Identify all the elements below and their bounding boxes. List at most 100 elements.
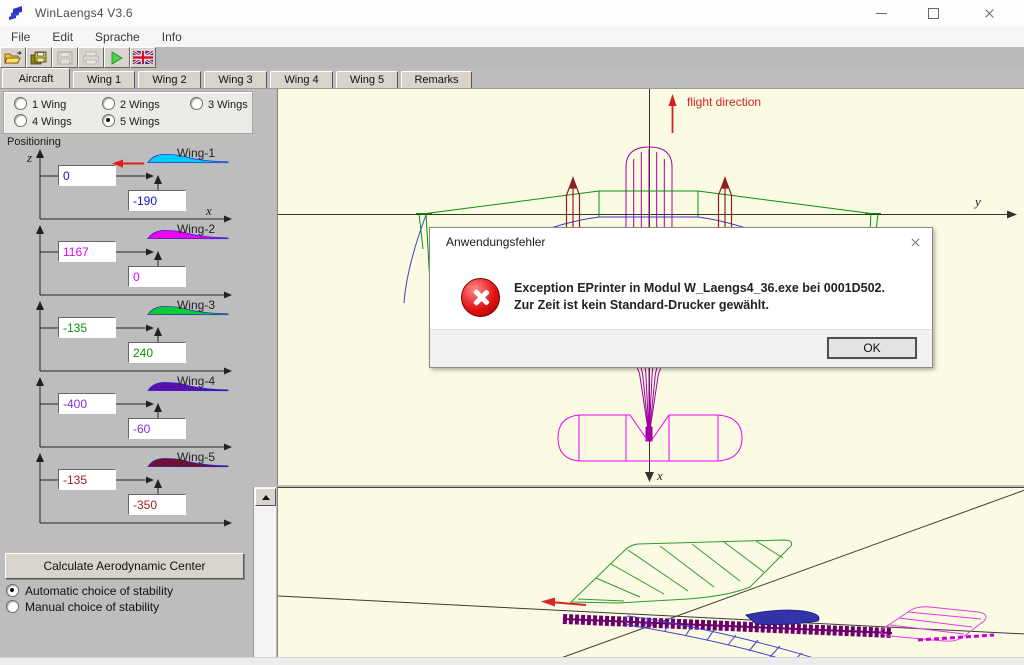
radio-3-wings[interactable]: 3 Wings (190, 97, 248, 111)
wing-5-x-input[interactable] (128, 494, 186, 515)
iso-wing-blue (624, 615, 816, 658)
iso-wing-green (569, 539, 793, 604)
maximize-icon (927, 7, 939, 19)
wing-profile (147, 382, 229, 392)
print-button (78, 47, 104, 68)
wing-label: Wing-1 (176, 146, 215, 160)
tab-wing-2[interactable]: Wing 2 (138, 71, 201, 88)
wing-label: Wing-2 (176, 222, 215, 236)
run-button[interactable] (104, 47, 130, 68)
wing-label: Wing-3 (176, 298, 215, 312)
wing-5-positioning-row: Wing-5 (10, 450, 260, 527)
close-button[interactable] (966, 0, 1012, 26)
wing-profile (147, 306, 229, 316)
radio-icon (14, 97, 27, 110)
radio-5-wings[interactable]: 5 Wings (102, 114, 160, 128)
language-button[interactable] (130, 47, 156, 68)
iso-wing-navy-tip (744, 609, 820, 626)
wing-label: Wing-5 (176, 450, 215, 464)
wing-profile (147, 154, 229, 164)
radio-icon (102, 97, 115, 110)
tab-wing-3[interactable]: Wing 3 (204, 71, 267, 88)
radio-automatic-stability[interactable]: Automatic choice of stability (6, 584, 173, 598)
save-all-icon (30, 51, 47, 64)
radio-icon (190, 97, 203, 110)
radio-selected-icon (6, 584, 19, 597)
radio-1-wing[interactable]: 1 Wing (14, 97, 66, 111)
calculate-aerodynamic-center-button[interactable]: Calculate Aerodynamic Center (5, 553, 244, 579)
ok-button[interactable]: OK (827, 337, 917, 359)
wing-1-z-input[interactable] (58, 165, 116, 186)
tab-wing-4[interactable]: Wing 4 (270, 71, 333, 88)
dialog-footer: OK (430, 329, 932, 367)
iso-wing-purple (562, 614, 893, 638)
menu-sprache[interactable]: Sprache (95, 29, 140, 44)
wing-3-z-input[interactable] (58, 317, 116, 338)
error-dialog: Anwendungsfehler Exception EPrinter in M… (429, 227, 933, 368)
close-icon (910, 237, 920, 247)
tab-remarks[interactable]: Remarks (401, 71, 472, 88)
radio-selected-icon (102, 114, 115, 127)
minimize-button[interactable] (858, 0, 904, 26)
vertical-scrollbar[interactable] (253, 487, 276, 657)
wing-1-positioning-row: z x Wing-1 (10, 146, 260, 223)
menu-file[interactable]: File (11, 29, 31, 44)
tab-wing-5[interactable]: Wing 5 (336, 71, 398, 88)
close-icon (984, 8, 995, 19)
maximize-button[interactable] (910, 0, 956, 26)
wing-3-x-input[interactable] (128, 342, 186, 363)
flight-direction-label: flight direction (687, 95, 761, 109)
menu-edit[interactable]: Edit (52, 29, 74, 44)
wing-1-x-input[interactable] (128, 190, 186, 211)
wing-2-x-input[interactable] (128, 266, 186, 287)
open-folder-icon (4, 50, 22, 63)
window-bottom-strip (0, 657, 1024, 665)
iso-axes (278, 489, 1024, 658)
menu-bar: File Edit Sprache Info (0, 26, 1024, 47)
wing-2-z-input[interactable] (58, 241, 116, 262)
dialog-message-line2: Zur Zeit ist kein Standard-Drucker gewäh… (514, 298, 769, 312)
toolbar (0, 47, 1024, 69)
dialog-title: Anwendungsfehler (446, 235, 546, 249)
save-icon (57, 51, 73, 64)
aircraft-3d-view-pane (277, 487, 1024, 658)
save-button (52, 47, 78, 68)
tailplane (557, 414, 743, 462)
radio-manual-stability[interactable]: Manual choice of stability (6, 600, 159, 614)
wing-count-group: 1 Wing 2 Wings 3 Wings 4 Wings 5 Wings (3, 91, 253, 134)
iso-wing-pink (880, 606, 995, 642)
uk-flag-icon (133, 51, 153, 64)
save-all-button[interactable] (26, 47, 52, 68)
tab-aircraft[interactable]: Aircraft (2, 68, 70, 88)
arrow-up-icon (261, 494, 270, 500)
scroll-up-button[interactable] (255, 488, 276, 506)
wing-profile (147, 458, 229, 468)
dialog-title-bar: Anwendungsfehler (430, 228, 932, 256)
radio-4-wings[interactable]: 4 Wings (14, 114, 72, 128)
wing-label: Wing-4 (176, 374, 215, 388)
dialog-body: Exception EPrinter in Modul W_Laengs4_36… (430, 256, 932, 330)
dialog-message-line1: Exception EPrinter in Modul W_Laengs4_36… (514, 281, 885, 295)
flight-direction-arrow (668, 94, 677, 133)
x-axis-label: x (656, 468, 663, 483)
window-title: WinLaengs4 V3.6 (35, 6, 133, 20)
print-icon (83, 51, 99, 64)
wing-2-positioning-row: Wing-2 (10, 222, 260, 299)
positioning-label: Positioning (7, 136, 61, 148)
wing-5-z-input[interactable] (58, 469, 116, 490)
minimize-icon (875, 12, 887, 14)
open-file-button[interactable] (0, 47, 26, 68)
radio-2-wings[interactable]: 2 Wings (102, 97, 160, 111)
title-bar: WinLaengs4 V3.6 (0, 0, 1024, 27)
y-axis-label: y (973, 194, 981, 209)
wing-profile (147, 230, 229, 240)
wing-4-z-input[interactable] (58, 393, 116, 414)
menu-info[interactable]: Info (161, 29, 182, 44)
wing-4-x-input[interactable] (128, 418, 186, 439)
app-icon (9, 6, 22, 20)
tab-wing-1[interactable]: Wing 1 (73, 71, 135, 88)
wing-4-positioning-row: Wing-4 (10, 374, 260, 451)
dialog-close-button[interactable] (908, 235, 922, 249)
left-panel: 1 Wing 2 Wings 3 Wings 4 Wings 5 Wings P… (0, 88, 277, 658)
radio-icon (6, 600, 19, 613)
